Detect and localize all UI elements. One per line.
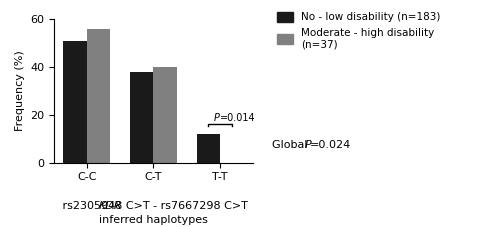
Legend: No - low disability (n=183), Moderate - high disability
(n=37): No - low disability (n=183), Moderate - … xyxy=(272,7,444,54)
Text: rs2305948 C>T - rs7667298 C>T: rs2305948 C>T - rs7667298 C>T xyxy=(59,201,248,211)
Text: P: P xyxy=(304,140,311,150)
Text: P: P xyxy=(214,113,220,123)
Text: =0.014: =0.014 xyxy=(220,113,255,123)
Bar xyxy=(130,72,154,163)
Bar xyxy=(64,41,87,163)
Text: Global: Global xyxy=(272,140,312,150)
Y-axis label: Frequency (%): Frequency (%) xyxy=(15,51,25,131)
Text: inferred haplotypes: inferred haplotypes xyxy=(99,215,208,225)
Bar xyxy=(197,134,220,163)
Bar xyxy=(154,67,177,163)
Bar xyxy=(87,29,110,163)
Text: KDR: KDR xyxy=(99,201,123,211)
Text: =0.024: =0.024 xyxy=(310,140,351,150)
